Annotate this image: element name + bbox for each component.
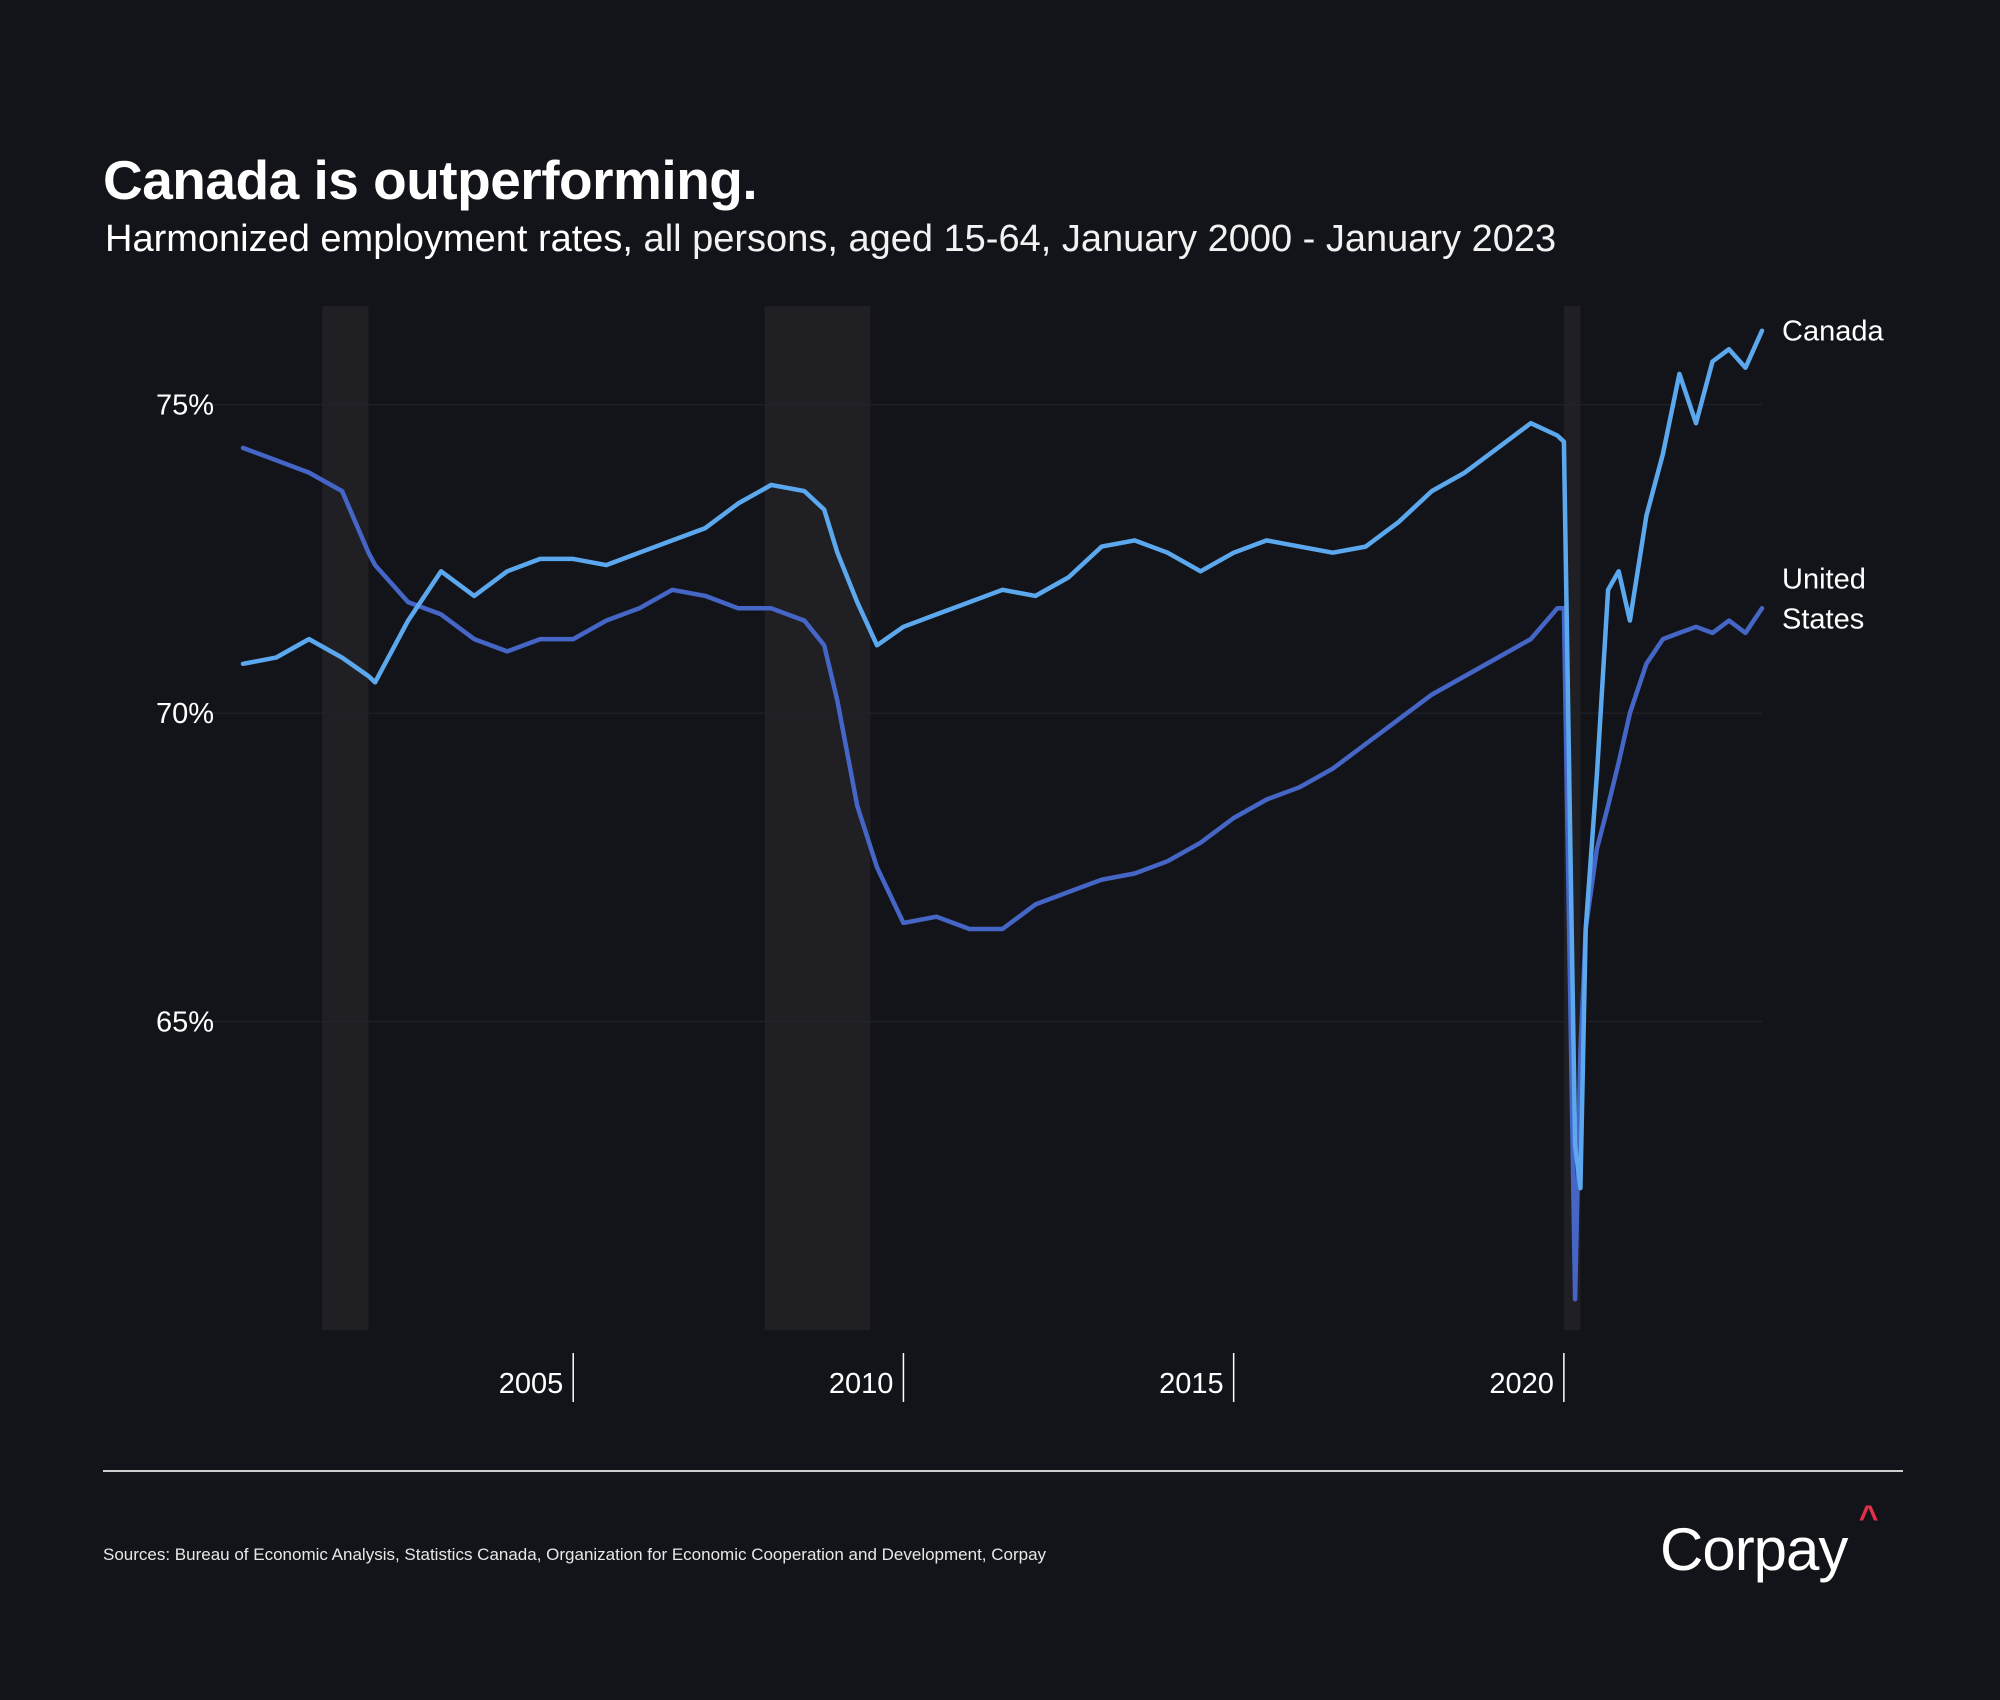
x-axis: 2005 2010 2015 2020 xyxy=(499,1353,1565,1402)
series-lines xyxy=(240,328,1765,1302)
series-labels: Canada United States xyxy=(1782,316,1884,636)
line-united-states xyxy=(240,445,1765,1302)
series-label-canada-1: Canada xyxy=(1782,316,1884,348)
subtitle-emphasis: Harmonized employment rates, xyxy=(105,218,633,260)
footer-divider xyxy=(103,1470,1903,1472)
recession-bands xyxy=(322,306,1581,1330)
y-axis: 65% 70% 75% xyxy=(156,390,214,1039)
recession-band-1 xyxy=(322,306,369,1330)
y-tick-label-70: 70% xyxy=(156,698,214,730)
x-tick-label-2015: 2015 xyxy=(1159,1368,1224,1400)
corpay-logo: Corpay ^ xyxy=(1660,1499,1878,1584)
source-note: Sources: Bureau of Economic Analysis, St… xyxy=(103,1545,1047,1564)
subtitle-rest: all persons, aged 15-64, January 2000 - … xyxy=(633,218,1557,260)
series-label-united-states-1: United xyxy=(1782,563,1866,595)
x-tick-label-2020: 2020 xyxy=(1489,1368,1554,1400)
x-tick-label-2010: 2010 xyxy=(829,1368,894,1400)
gridlines xyxy=(193,404,1762,1023)
recession-band-2 xyxy=(764,306,871,1330)
series-label-united-states-2: States xyxy=(1782,603,1864,635)
chart-title: Canada is outperforming. xyxy=(103,149,758,211)
y-tick-label-65: 65% xyxy=(156,1007,214,1039)
x-tick-label-2005: 2005 xyxy=(499,1368,564,1400)
employment-chart: 65% 70% 75% 2005 2010 2015 2020 Canada United S… xyxy=(156,306,1884,1402)
y-tick-label-75: 75% xyxy=(156,390,214,422)
logo-caret-icon: ^ xyxy=(1858,1499,1879,1537)
line-canada xyxy=(240,328,1765,1191)
chart-subtitle: Harmonized employment rates, all persons… xyxy=(105,218,1556,261)
logo-text: Corpay xyxy=(1660,1516,1848,1583)
